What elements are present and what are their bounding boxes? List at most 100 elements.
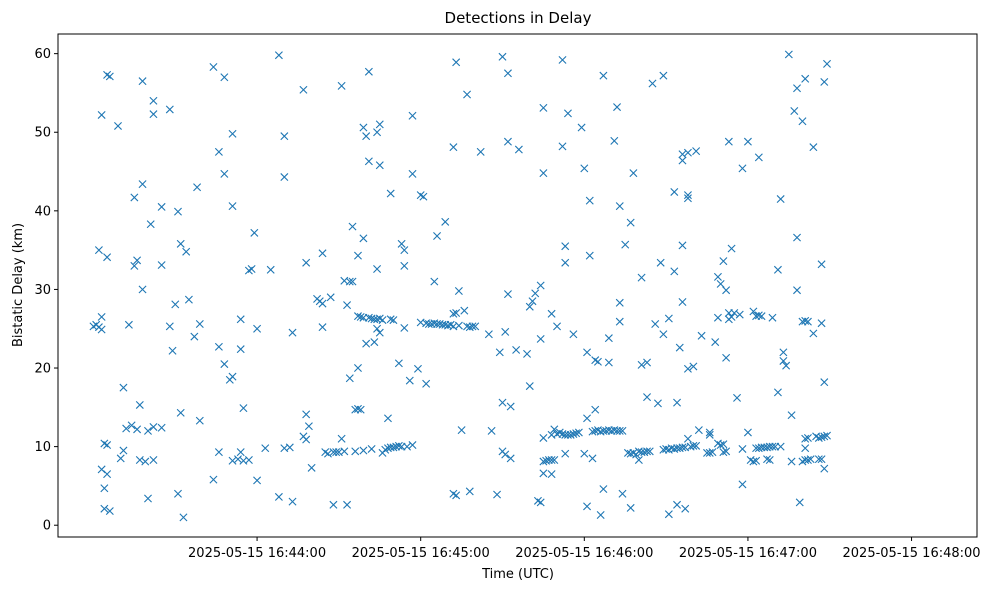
data-point [176,239,185,248]
data-point [678,241,687,250]
data-point [195,320,204,328]
data-point [501,327,510,336]
data-point [503,290,512,299]
data-point [664,314,673,323]
data-point [400,323,409,332]
data-point [678,298,687,306]
data-point [795,498,804,507]
data-point [580,164,589,173]
data-point [801,316,810,325]
data-point [539,469,548,478]
data-point [337,81,346,90]
data-point [247,265,256,273]
data-point [359,123,368,132]
data-point [705,428,714,437]
data-point [253,324,262,333]
data-point [280,173,289,182]
data-point [763,455,772,464]
data-point [583,502,592,511]
data-point [820,464,829,473]
data-point [288,328,297,337]
data-point [689,441,698,450]
data-point [664,510,673,519]
data-point [583,348,592,357]
data-point [250,228,259,237]
y-tick-label: 50 [34,126,51,141]
data-point [274,492,283,501]
data-point [449,309,458,318]
data-point [523,349,532,358]
data-point [692,441,701,450]
data-point [362,339,371,348]
data-point [165,322,174,331]
data-point [716,279,725,288]
data-point [809,143,818,152]
data-point [536,498,545,507]
data-point [738,164,747,173]
data-point [539,169,548,178]
data-point [574,428,583,437]
data-point [689,362,698,371]
data-point [754,153,763,162]
data-point [114,121,122,130]
data-point [130,261,139,270]
data-point [643,393,652,402]
data-point [149,110,158,119]
data-point [697,331,706,340]
data-point [659,330,668,339]
data-point [157,261,166,270]
data-point [604,358,613,367]
data-point [798,117,807,126]
data-point [550,425,559,434]
data-point [814,433,823,442]
data-point [340,447,349,456]
data-point [621,240,630,249]
data-point [452,309,461,317]
data-point [803,433,812,442]
data-point [97,110,106,119]
data-point [645,447,654,456]
data-point [422,379,431,388]
data-point [100,504,109,513]
data-point [779,348,788,357]
data-point [214,448,223,457]
data-point [353,364,362,373]
data-point [711,338,720,347]
data-point [362,132,371,141]
data-point [236,315,245,324]
data-point [528,297,537,306]
data-point [184,295,193,304]
data-point [405,376,414,385]
data-point [823,59,832,68]
data-point [615,317,624,326]
data-point [713,272,722,281]
data-point [236,448,245,457]
data-point [209,63,218,71]
data-point [468,322,477,331]
data-point [648,79,657,88]
data-point [583,414,592,423]
data-point [326,293,335,302]
data-point [569,430,578,439]
data-point [610,136,619,145]
data-point [337,434,346,443]
data-point [454,321,463,330]
data-point [566,430,575,439]
data-point [299,85,308,94]
data-point [253,476,262,485]
data-point [228,202,237,211]
data-point [345,374,354,383]
data-point [149,96,158,105]
data-point [820,77,829,86]
data-point [793,286,802,295]
data-point [585,196,594,205]
data-point [694,426,703,435]
x-tick-label: 2025-05-15 16:47:00 [679,546,817,561]
x-tick-label: 2025-05-15 16:44:00 [188,546,326,561]
data-point [776,442,785,451]
data-point [318,249,327,258]
data-point [817,455,826,464]
data-point [683,434,692,443]
data-point [659,71,668,80]
